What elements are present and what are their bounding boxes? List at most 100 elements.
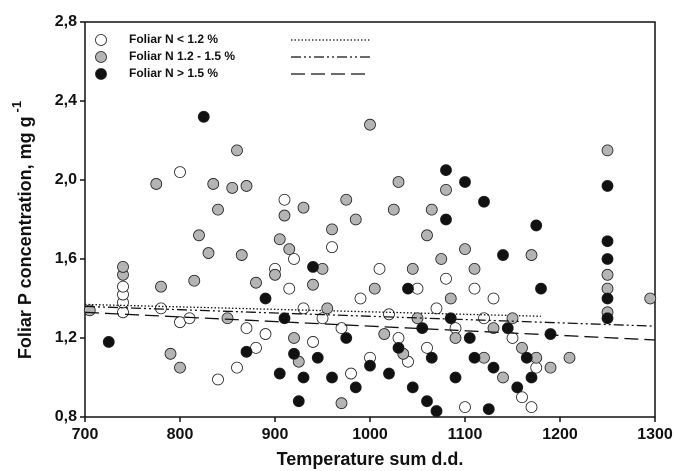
point xyxy=(373,262,386,275)
point xyxy=(283,243,296,256)
point xyxy=(297,201,310,214)
point xyxy=(326,371,338,384)
point xyxy=(601,292,614,305)
point xyxy=(259,328,272,340)
point xyxy=(449,322,462,335)
point xyxy=(478,195,490,208)
point xyxy=(544,328,557,340)
point xyxy=(212,373,224,386)
point xyxy=(150,178,163,190)
point xyxy=(506,312,519,325)
point xyxy=(354,292,367,305)
x-tick-label: 1000 xyxy=(352,426,388,443)
point xyxy=(102,336,115,348)
x-tick-label: 1100 xyxy=(448,426,483,443)
point xyxy=(349,213,362,226)
point xyxy=(425,351,438,364)
point xyxy=(440,272,452,285)
trend-line xyxy=(84,305,656,327)
point xyxy=(487,292,500,305)
point xyxy=(449,371,462,384)
point xyxy=(188,274,201,287)
point xyxy=(406,262,419,275)
point xyxy=(368,282,381,295)
y-tick-label: 1,6 xyxy=(55,250,77,267)
point xyxy=(468,262,481,275)
point xyxy=(459,401,471,414)
legend-label: Foliar N < 1.2 % xyxy=(129,32,218,46)
point xyxy=(392,332,405,344)
point xyxy=(530,219,543,232)
point xyxy=(392,176,405,188)
trend-line xyxy=(84,311,656,341)
y-axis-label: Foliar P concentration, mg g -1 xyxy=(9,101,34,359)
y-axis-label-sup: -1 xyxy=(9,101,24,113)
y-tick-label: 2,8 xyxy=(55,13,77,30)
point xyxy=(444,312,457,325)
point xyxy=(392,341,405,354)
point xyxy=(601,235,614,248)
point xyxy=(444,292,457,305)
point xyxy=(535,282,547,295)
point xyxy=(501,322,514,335)
point xyxy=(240,322,253,335)
point xyxy=(183,312,196,325)
point xyxy=(511,381,524,394)
point xyxy=(482,403,495,416)
point xyxy=(497,249,509,261)
legend-marker xyxy=(95,68,107,80)
point xyxy=(283,282,296,295)
point xyxy=(117,280,129,293)
point xyxy=(307,336,319,348)
point xyxy=(164,347,177,360)
point xyxy=(307,260,319,273)
point xyxy=(269,268,281,281)
point xyxy=(364,118,376,131)
point xyxy=(297,302,310,315)
point xyxy=(117,260,129,273)
point xyxy=(430,405,443,417)
point xyxy=(335,322,348,335)
point xyxy=(468,282,481,295)
point xyxy=(506,332,519,344)
point xyxy=(440,164,452,177)
legend-marker xyxy=(95,34,107,46)
point xyxy=(231,144,243,157)
point xyxy=(421,395,433,408)
point xyxy=(544,361,557,374)
y-tick-label: 0,8 xyxy=(55,408,77,425)
point xyxy=(273,233,286,246)
point xyxy=(421,229,433,242)
point xyxy=(601,312,614,325)
point xyxy=(530,361,543,374)
point xyxy=(193,229,205,242)
point xyxy=(402,282,414,295)
point xyxy=(240,345,253,358)
point xyxy=(221,312,234,325)
x-tick-label: 1200 xyxy=(542,426,578,443)
point xyxy=(207,178,220,190)
point xyxy=(292,395,305,408)
point xyxy=(250,276,262,289)
point xyxy=(435,253,448,265)
point xyxy=(240,180,253,192)
point xyxy=(288,253,300,265)
point xyxy=(520,351,533,364)
point xyxy=(449,332,462,344)
legend-marker xyxy=(95,51,107,63)
point xyxy=(326,241,338,254)
legend-label: Foliar N 1.2 - 1.5 % xyxy=(129,49,235,63)
x-tick-label: 700 xyxy=(72,426,99,443)
point xyxy=(340,332,353,344)
point xyxy=(463,332,476,344)
point xyxy=(212,203,224,216)
point xyxy=(525,249,538,261)
y-tick-label: 2,4 xyxy=(55,92,77,109)
point xyxy=(478,312,490,325)
point xyxy=(487,322,500,335)
x-axis-label: Temperature sum d.d. xyxy=(277,449,464,469)
point xyxy=(340,193,353,206)
point xyxy=(440,183,452,196)
point xyxy=(155,280,167,293)
point xyxy=(326,223,338,236)
